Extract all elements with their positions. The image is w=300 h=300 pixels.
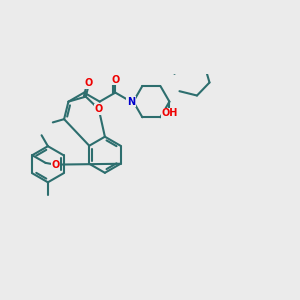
Text: O: O [111, 75, 119, 85]
Text: OH: OH [161, 108, 178, 118]
Text: N: N [127, 97, 135, 106]
Text: O: O [95, 104, 103, 114]
Text: O: O [51, 160, 59, 170]
Text: O: O [85, 79, 93, 88]
